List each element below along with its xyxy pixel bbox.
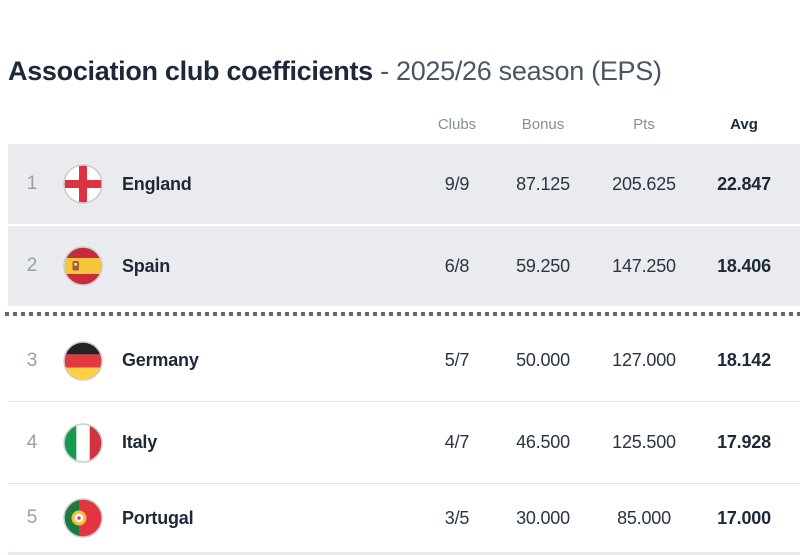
- next-row-peek: [8, 553, 800, 555]
- column-header-bonus: Bonus: [521, 116, 565, 133]
- qualification-cutoff-divider: [5, 308, 800, 320]
- table-row[interactable]: 2 Spain 6/8 59.250 147.250 18.406: [8, 226, 800, 306]
- bonus-value: 50.000: [516, 350, 570, 370]
- pts-value: 85.000: [617, 507, 671, 528]
- cutoff-dotted-line: [5, 312, 800, 316]
- italy-flag-icon: [56, 422, 112, 463]
- clubs-value: 4/7: [444, 432, 470, 452]
- bonus-value: 87.125: [516, 173, 570, 194]
- spain-flag-icon: [56, 246, 112, 286]
- rank-number: 5: [26, 507, 38, 528]
- avg-value: 18.142: [717, 350, 771, 370]
- rank-number: 3: [26, 349, 38, 371]
- table-row[interactable]: 3 Germany 5/7 50.000 127.000 18.142: [8, 320, 800, 402]
- country-name: Spain: [122, 255, 171, 276]
- country-name: Italy: [122, 432, 158, 452]
- country-name: Germany: [122, 350, 199, 370]
- column-header-avg: Avg: [730, 116, 758, 133]
- clubs-value: 6/8: [444, 255, 470, 276]
- pts-value: 127.000: [612, 350, 676, 370]
- table-row[interactable]: 1 England 9/9 87.125 205.625 22.847: [8, 144, 800, 224]
- rank-number: 2: [26, 255, 38, 276]
- page-title-suffix: - 2025/26 season (EPS): [372, 56, 662, 87]
- bonus-value: 30.000: [516, 507, 570, 528]
- germany-flag-icon: [56, 340, 112, 381]
- table-row[interactable]: 4 Italy 4/7 46.500 125.500 17.928: [8, 402, 800, 484]
- column-header-pts: Pts: [633, 116, 655, 133]
- country-name: England: [122, 173, 192, 194]
- bonus-value: 46.500: [516, 432, 570, 452]
- bonus-value: 59.250: [516, 255, 570, 276]
- avg-value: 22.847: [717, 173, 771, 194]
- rank-number: 4: [26, 431, 38, 453]
- clubs-value: 3/5: [444, 507, 470, 528]
- portugal-flag-icon: [56, 498, 112, 538]
- avg-value: 18.406: [717, 255, 771, 276]
- clubs-value: 9/9: [444, 173, 470, 194]
- table-row[interactable]: 5 Portugal 3/5 30.000 85.000 17.000: [8, 484, 800, 553]
- avg-value: 17.000: [717, 507, 771, 528]
- pts-value: 147.250: [612, 255, 676, 276]
- clubs-value: 5/7: [444, 350, 470, 370]
- coefficients-table-body: 1 England 9/9 87.125 205.625 22.847 2 Spain 6/8 5…: [5, 144, 800, 555]
- england-flag-icon: [56, 164, 112, 204]
- pts-value: 205.625: [612, 173, 676, 194]
- page-title: Association club coefficients - 2025/26 …: [8, 56, 662, 86]
- column-header-clubs: Clubs: [437, 116, 477, 133]
- rank-number: 1: [26, 173, 38, 194]
- avg-value: 17.928: [717, 432, 771, 452]
- table-header-row: Clubs Bonus Pts Avg: [8, 105, 800, 144]
- pts-value: 125.500: [612, 432, 676, 452]
- page-title-main: Association club coefficients: [8, 56, 373, 87]
- country-name: Portugal: [122, 507, 194, 528]
